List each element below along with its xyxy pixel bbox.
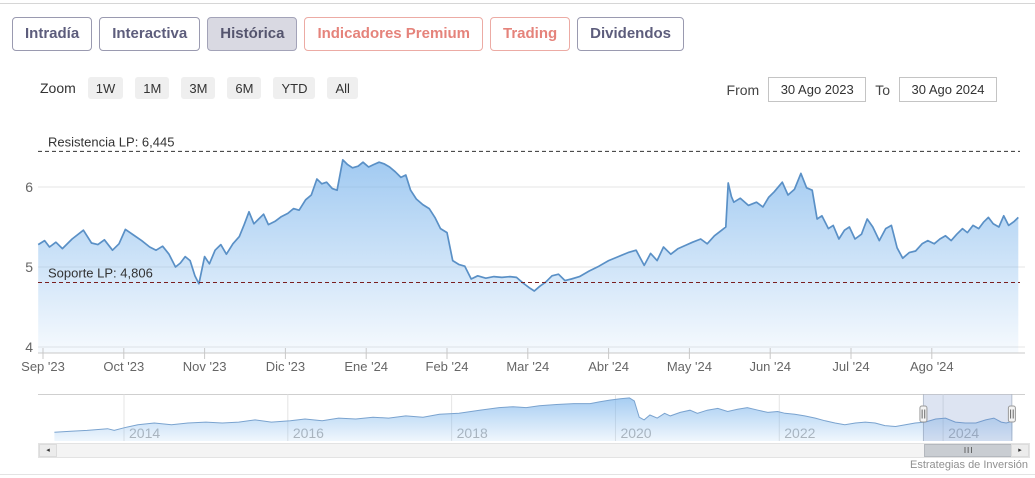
navigator[interactable]: 2014 2016 2018 2020 2022 2024 xyxy=(38,394,1025,442)
main-plot: 4 5 6 Resistencia LP: 6,445 Soporte LP: 4,80… xyxy=(21,134,1025,374)
y-axis-label: 4 xyxy=(25,339,33,355)
scrollbar-thumb[interactable]: III xyxy=(924,444,1013,457)
navigator-year-label: 2016 xyxy=(293,425,324,441)
y-axis-label: 5 xyxy=(25,259,33,275)
navigator-selection[interactable] xyxy=(923,394,1012,442)
navigator-year-label: 2020 xyxy=(620,425,651,441)
tab-intradia[interactable]: Intradía xyxy=(12,17,93,51)
tab-trading[interactable]: Trading xyxy=(490,17,571,51)
x-axis-label: Ene '24 xyxy=(344,359,388,374)
bottom-divider xyxy=(0,474,1035,475)
tab-dividendos[interactable]: Dividendos xyxy=(577,17,685,51)
zoom-button-6m[interactable]: 6M xyxy=(227,77,262,99)
top-divider xyxy=(0,3,1035,4)
navigator-year-label: 2014 xyxy=(129,425,160,441)
from-label: From xyxy=(726,81,760,98)
navigator-year-label: 2024 xyxy=(948,425,979,441)
x-axis-label: May '24 xyxy=(667,359,712,374)
zoom-button-all[interactable]: All xyxy=(327,77,358,99)
x-axis-label: Nov '23 xyxy=(183,359,227,374)
from-date-input[interactable] xyxy=(768,77,867,102)
scrollbar-track[interactable]: ◂ III ▸ xyxy=(38,443,1030,458)
resistencia-label: Resistencia LP: 6,445 xyxy=(48,134,174,149)
date-range-inputs: From To xyxy=(727,77,997,102)
tab-historica[interactable]: Histórica xyxy=(207,17,298,51)
to-date-input[interactable] xyxy=(899,77,997,102)
zoom-button-1w[interactable]: 1W xyxy=(87,77,124,99)
x-axis-label: Feb '24 xyxy=(426,359,469,374)
navigator-year-label: 2022 xyxy=(784,425,815,441)
zoom-button-3m[interactable]: 3M xyxy=(181,77,216,99)
scrollbar-left-arrow-icon[interactable]: ◂ xyxy=(39,444,57,457)
x-axis-label: Dic '23 xyxy=(266,359,305,374)
view-tabs: Intradía Interactiva Histórica Indicador… xyxy=(12,17,685,51)
zoom-range-selector: Zoom 1W 1M 3M 6M YTD All xyxy=(40,77,358,99)
scrollbar-right-arrow-icon[interactable]: ▸ xyxy=(1011,444,1029,457)
x-axis-label: Jul '24 xyxy=(832,359,869,374)
x-axis-label: Abr '24 xyxy=(588,359,629,374)
navigator-year-label: 2018 xyxy=(457,425,488,441)
zoom-label: Zoom xyxy=(40,80,76,96)
x-axis-label: Mar '24 xyxy=(506,359,549,374)
navigator-handle-left[interactable] xyxy=(919,405,928,423)
soporte-label: Soporte LP: 4,806 xyxy=(48,266,153,281)
zoom-button-ytd[interactable]: YTD xyxy=(273,77,316,99)
x-axis-label: Ago '24 xyxy=(910,359,954,374)
navigator-area xyxy=(54,397,1013,441)
y-axis-label: 6 xyxy=(25,179,33,195)
zoom-button-1m[interactable]: 1M xyxy=(135,77,170,99)
price-line xyxy=(37,158,1019,292)
x-axis-label: Sep '23 xyxy=(21,359,65,374)
price-area xyxy=(38,159,1019,353)
tab-indicadores-premium[interactable]: Indicadores Premium xyxy=(304,17,483,51)
credit-text: Estrategias de Inversión xyxy=(909,459,1028,471)
tab-interactiva[interactable]: Interactiva xyxy=(99,17,201,51)
to-label: To xyxy=(875,81,890,98)
navigator-line xyxy=(54,397,1013,433)
x-axis-label: Oct '23 xyxy=(103,359,144,374)
navigator-handle-right[interactable] xyxy=(1007,405,1016,423)
x-axis-label: Jun '24 xyxy=(749,359,791,374)
